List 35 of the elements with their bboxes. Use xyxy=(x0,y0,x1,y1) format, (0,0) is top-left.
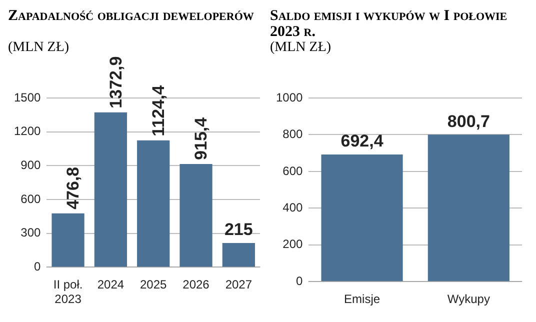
y-tick-label: 600 xyxy=(20,192,42,206)
x-tick-label: 2025 xyxy=(140,278,168,292)
y-axis-title: (MLN ZŁ) xyxy=(8,40,70,56)
y-tick-label: 1000 xyxy=(276,90,304,104)
bar xyxy=(94,112,128,267)
x-tick-label: 2026 xyxy=(182,278,210,292)
y-tick-label: 800 xyxy=(282,127,304,142)
data-label: 915,4 xyxy=(192,116,211,160)
y-tick-label: 300 xyxy=(20,226,42,240)
x-tick-label: 2024 xyxy=(97,278,124,292)
data-label: 215 xyxy=(224,220,253,240)
bar xyxy=(52,213,84,267)
x-tick-label: Emisje xyxy=(344,292,380,306)
bar xyxy=(137,140,170,267)
x-tick-label: II poł. 2023 xyxy=(53,278,83,306)
data-label: 476,8 xyxy=(64,166,83,210)
y-tick-label: 400 xyxy=(282,200,304,214)
chart-title: Saldo emisji i wykupów w I połowie 2023 r. xyxy=(270,8,508,40)
y-tick-label: 200 xyxy=(282,237,304,252)
data-label: 800,7 xyxy=(447,112,490,131)
data-label: 1372,9 xyxy=(106,56,126,108)
x-tick-label: Wykupy xyxy=(447,292,490,306)
y-tick-label: 1200 xyxy=(14,124,42,138)
y-tick-label: 600 xyxy=(282,164,304,178)
bar xyxy=(222,242,255,267)
y-tick-label: 1500 xyxy=(14,90,42,104)
bar xyxy=(180,164,212,267)
y-tick-label: 900 xyxy=(20,158,42,172)
x-tick-label: 2027 xyxy=(225,278,252,292)
y-axis-title: (MLN ZŁ) xyxy=(270,40,332,56)
chart-title: Zapadalność obligacji deweloperów xyxy=(8,8,255,26)
y-tick-label: 0 xyxy=(34,260,42,274)
y-tick-label: 0 xyxy=(296,274,304,288)
data-label: 1124,4 xyxy=(149,84,168,136)
data-label: 692,4 xyxy=(340,132,384,151)
